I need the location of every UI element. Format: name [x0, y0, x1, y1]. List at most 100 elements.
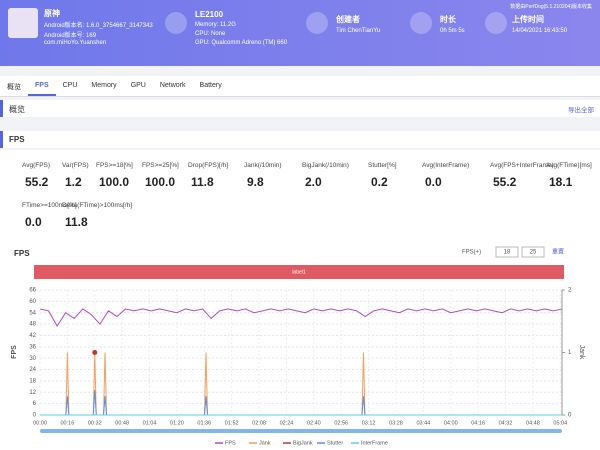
- threshold-value: 25: [530, 250, 537, 256]
- y2-tick-label: 0: [568, 413, 572, 419]
- x-tick-label: 05:04: [553, 420, 567, 426]
- app-version-code: Android版本号: 169: [44, 33, 97, 39]
- y2-tick-label: 1: [568, 350, 572, 356]
- y-tick-label: 30: [29, 356, 36, 362]
- legend-label: BigJank: [293, 440, 313, 446]
- tab-bar: 概览 FPS CPU Memory GPU Network Battery: [0, 76, 600, 97]
- x-tick-label: 04:48: [526, 420, 540, 426]
- metric-label: FPS>=18[%]: [96, 162, 133, 169]
- threshold-value: 18: [504, 250, 511, 256]
- threshold-label: FPS(+): [462, 250, 481, 256]
- threshold-input[interactable]: [495, 246, 519, 258]
- spike: [103, 352, 108, 416]
- metric-value: 55.2: [25, 175, 49, 189]
- tab[interactable]: Battery: [199, 82, 222, 89]
- legend-label: InterFrame: [361, 440, 388, 446]
- y-tick-label: 42: [29, 333, 36, 339]
- duration-label: 时长: [440, 15, 456, 24]
- y-tick-label: 48: [29, 322, 36, 328]
- metric-label: Var(FPS): [62, 162, 89, 169]
- spike: [361, 396, 366, 416]
- y2-axis-label: Jank: [578, 345, 585, 360]
- x-tick-label: 00:48: [115, 420, 129, 426]
- spike: [92, 389, 97, 416]
- tab[interactable]: 概览: [7, 84, 21, 91]
- metric-value: 11.8: [65, 215, 88, 229]
- chart-title: FPS: [14, 249, 30, 258]
- device-cpu: CPU: None: [195, 31, 226, 37]
- metric-label: Avg(InterFrame): [422, 162, 470, 169]
- metric-value: 0.0: [25, 215, 42, 229]
- x-tick-label: 02:24: [280, 420, 294, 426]
- export-button[interactable]: 导出全部: [568, 107, 594, 114]
- fps-section-title: FPS: [9, 135, 25, 144]
- app-icon: [8, 8, 38, 38]
- spike: [361, 352, 366, 416]
- app-package: com.miHoYo.Yuanshen: [44, 40, 107, 46]
- metric-value: 18.1: [549, 175, 573, 189]
- app-name: 原神: [44, 9, 60, 18]
- header: 原神 Android版本名: 1.6.0_3754667_3147343 And…: [0, 0, 600, 66]
- metric-value: 100.0: [145, 175, 176, 189]
- tab[interactable]: CPU: [62, 82, 78, 89]
- reset-button[interactable]: 重置: [552, 248, 564, 256]
- metric-label: FTime>=100ms[%]: [22, 202, 77, 209]
- metric-label: Avg(FTime)[ms]: [546, 162, 592, 169]
- tab[interactable]: Network: [159, 82, 186, 89]
- metric-label: Drop(FPS)[/h]: [188, 162, 229, 169]
- x-tick-label: 04:00: [444, 420, 458, 426]
- metric-value: 0.2: [371, 175, 388, 189]
- creator-icon: [306, 12, 328, 34]
- label-band: [34, 265, 564, 279]
- metric-value: 100.0: [99, 175, 130, 189]
- metric-label: Stutter[%]: [368, 162, 397, 169]
- scrollbar: [40, 429, 562, 433]
- spike: [65, 396, 70, 416]
- x-tick-label: 00:32: [88, 420, 102, 426]
- fps-bar: FPS: [0, 131, 600, 148]
- x-tick-label: 01:36: [197, 420, 211, 426]
- y2-tick-label: 2: [568, 288, 572, 294]
- x-tick-label: 01:52: [225, 420, 239, 426]
- y-tick-label: 6: [33, 401, 37, 407]
- x-tick-label: 02:56: [334, 420, 348, 426]
- device-memory: Memory: 11.2G: [195, 22, 236, 28]
- device-gpu: GPU: Qualcomm Adreno (TM) 660: [195, 40, 288, 46]
- metric-label: Avg(FPS+InterFrame): [490, 162, 554, 169]
- x-tick-label: 02:40: [307, 420, 321, 426]
- metric-value: 9.8: [247, 175, 264, 189]
- x-tick-label: 01:20: [170, 420, 184, 426]
- tab[interactable]: Memory: [91, 82, 117, 89]
- overview-bar: 概览 导出全部: [0, 100, 600, 117]
- metric-label: Jank(/10min): [244, 162, 282, 169]
- metric-value: 2.0: [305, 175, 322, 189]
- x-tick-label: 04:16: [471, 420, 485, 426]
- x-tick-label: 03:44: [416, 420, 430, 426]
- legend-label: Jank: [259, 440, 271, 446]
- metric-label: FPS>=25[%]: [142, 162, 179, 169]
- y-tick-label: 12: [29, 390, 36, 396]
- creator-value: Tim ChenTianYu: [336, 28, 381, 34]
- tab[interactable]: GPU: [130, 82, 146, 89]
- metric-value: 11.8: [191, 175, 214, 189]
- x-tick-label: 03:12: [362, 420, 376, 426]
- tab[interactable]: FPS: [28, 76, 56, 96]
- y-tick-label: 36: [29, 344, 36, 350]
- x-tick-label: 01:04: [143, 420, 157, 426]
- duration-value: 0h 5m 5s: [440, 28, 465, 34]
- x-tick-label: 03:28: [389, 420, 403, 426]
- y-tick-label: 66: [29, 288, 36, 294]
- x-tick-label: 00:00: [33, 420, 47, 426]
- overview-title: 概览: [9, 105, 25, 114]
- upload-icon: [485, 12, 507, 34]
- spike: [103, 396, 108, 416]
- collector-note: 数据由PerfDog(5.1.210204)版本收集: [510, 4, 592, 10]
- threshold-input[interactable]: [521, 246, 545, 258]
- y-tick-label: 24: [29, 367, 36, 373]
- y-tick-label: 54: [29, 310, 36, 316]
- upload-label: 上传时间: [512, 15, 544, 24]
- metric-value: 1.2: [65, 175, 82, 189]
- upload-value: 14/04/2021 16:43:50: [512, 28, 568, 34]
- metrics: Avg(FPS) 55.2 Var(FPS) 1.2 FPS>=18[%] 100.0 FP…: [0, 150, 600, 240]
